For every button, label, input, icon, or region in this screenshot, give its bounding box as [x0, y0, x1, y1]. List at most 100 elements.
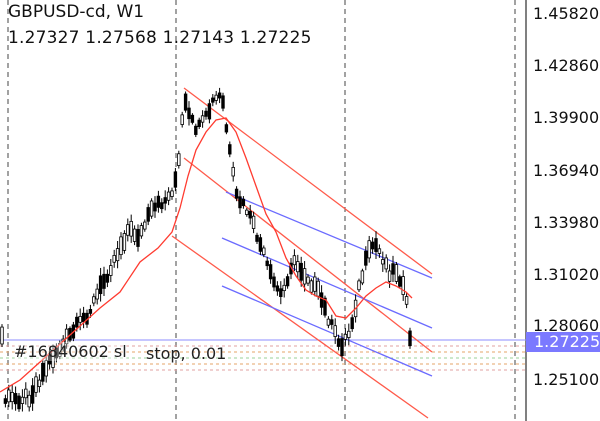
candle-body	[228, 144, 232, 155]
candle-body	[98, 275, 103, 295]
candle-body	[20, 396, 25, 404]
candle-body	[190, 114, 195, 123]
candle-body	[241, 198, 246, 207]
order-levels	[0, 339, 526, 371]
price-label: 1.33980	[533, 213, 600, 232]
price-label: 1.42860	[533, 56, 600, 75]
candle-body	[343, 333, 348, 340]
price-label: 1.36940	[533, 161, 600, 180]
candle-body	[238, 196, 242, 209]
moving-average-line	[0, 117, 413, 393]
candle-body	[279, 288, 283, 298]
candle-body	[306, 276, 310, 284]
candle-body	[146, 207, 150, 222]
candle-body	[296, 261, 300, 273]
candle-body	[384, 257, 388, 270]
price-label: 1.28060	[533, 316, 600, 335]
red-channel	[171, 87, 433, 419]
candle-body	[367, 240, 371, 259]
candle-body	[119, 236, 123, 256]
candle-body	[217, 92, 222, 99]
candle-body	[319, 292, 324, 308]
candle-body	[340, 338, 344, 357]
candle-body	[163, 197, 167, 204]
candle-body	[194, 125, 198, 135]
candle-body	[316, 280, 320, 297]
candle-body	[78, 316, 82, 323]
price-label: 1.25100	[533, 370, 600, 389]
candle-body	[282, 284, 286, 292]
candle-body	[275, 285, 280, 292]
candle-body	[75, 316, 79, 328]
candle-body	[44, 360, 48, 377]
candle-body	[245, 209, 249, 215]
candle-body	[10, 392, 14, 403]
candle-body	[404, 296, 409, 305]
candle-body	[0, 326, 4, 345]
candle-body	[377, 248, 382, 254]
candle-body	[394, 264, 399, 282]
candle-body	[255, 234, 259, 242]
candle-body	[27, 394, 31, 408]
candle-body	[347, 330, 351, 338]
candle-body	[13, 393, 18, 405]
order-type-label: stop, 0.01	[146, 344, 227, 363]
candle-body	[231, 166, 235, 177]
candle-body	[333, 325, 337, 337]
candle-body	[350, 317, 354, 330]
candle-body	[102, 273, 106, 289]
candle-body	[309, 280, 314, 293]
candle-body	[17, 395, 21, 410]
price-label: 1.39900	[533, 108, 600, 127]
candle-body	[156, 195, 161, 208]
candle-body	[132, 228, 137, 242]
candle-body	[204, 110, 208, 117]
candle-body	[166, 191, 171, 201]
candle-body	[360, 270, 365, 284]
candle-body	[173, 171, 178, 188]
candle-body	[88, 308, 93, 314]
candle-body	[177, 153, 181, 166]
price-label: 1.31020	[533, 265, 600, 284]
candle-body	[330, 319, 334, 325]
candle-body	[200, 115, 205, 123]
candle-body	[136, 229, 140, 247]
candle-body	[387, 270, 392, 282]
candle-body	[336, 338, 341, 347]
candle-body	[357, 280, 361, 291]
candle-body	[61, 338, 65, 349]
candle-body	[299, 262, 303, 281]
candle-body	[408, 330, 412, 347]
candle-body	[258, 237, 263, 252]
candle-body	[370, 241, 375, 250]
candle-body	[170, 190, 174, 197]
candle-body	[7, 389, 11, 403]
candle-body	[187, 107, 191, 120]
blue-channel	[221, 191, 433, 377]
ohlc-values: 1.27327 1.27568 1.27143 1.27225	[8, 28, 312, 48]
candle-body	[139, 225, 144, 237]
candle-body	[262, 247, 266, 255]
candle-body	[265, 260, 269, 267]
candle-body	[248, 210, 252, 219]
candle-body	[251, 215, 256, 229]
order-label[interactable]: #16840602 sl	[14, 342, 127, 361]
candle-body	[234, 188, 239, 199]
candle-body	[81, 312, 86, 323]
candle-body	[112, 255, 116, 263]
candle-body	[92, 296, 96, 304]
candle-body	[268, 264, 273, 280]
candle-body	[149, 200, 154, 217]
candle-body	[160, 202, 164, 210]
candle-body	[143, 221, 147, 230]
candle-body	[126, 224, 130, 236]
candle-body	[207, 103, 212, 120]
candle-body	[34, 376, 38, 393]
candle-body	[153, 202, 157, 212]
candlesticks	[0, 87, 412, 412]
candle-body	[115, 248, 120, 262]
candle-body	[401, 276, 405, 295]
candle-body	[285, 276, 290, 287]
candle-body	[302, 268, 307, 285]
